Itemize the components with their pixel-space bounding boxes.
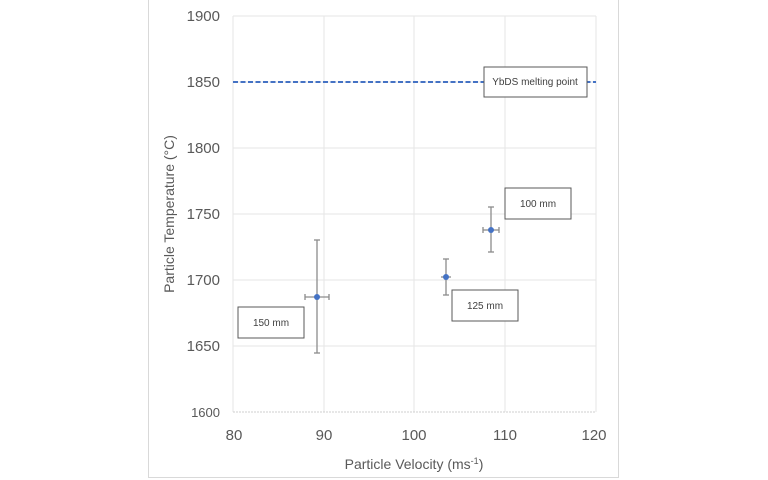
label-100mm: 100 mm [520, 199, 556, 210]
svg-text:120: 120 [581, 427, 606, 444]
point-125mm [443, 274, 449, 280]
svg-text:1600: 1600 [191, 405, 220, 420]
svg-text:1750: 1750 [187, 206, 220, 223]
svg-text:1800: 1800 [187, 140, 220, 157]
x-axis-title: Particle Velocity (ms-1) [345, 456, 484, 472]
svg-text:1700: 1700 [187, 272, 220, 289]
svg-text:1850: 1850 [187, 74, 220, 91]
melting-point-label: YbDS melting point [492, 77, 578, 88]
label-150mm: 150 mm [253, 318, 289, 329]
data-points [314, 227, 494, 300]
svg-text:110: 110 [493, 427, 517, 444]
svg-text:90: 90 [316, 427, 333, 444]
callout-150mm [237, 306, 305, 339]
x-tick-labels: 80 90 100 110 120 [226, 427, 607, 444]
svg-text:1900: 1900 [187, 8, 220, 25]
y-tick-labels: 1900 1850 1800 1750 1700 1650 1600 [187, 8, 220, 420]
label-125mm: 125 mm [467, 301, 503, 312]
svg-text:1650: 1650 [187, 338, 220, 355]
y-axis-title: Particle Temperature (°C) [161, 135, 177, 293]
point-150mm [314, 294, 320, 300]
svg-text:100: 100 [401, 427, 426, 444]
callout-100mm [504, 187, 572, 220]
callout-125mm [451, 289, 519, 322]
svg-text:80: 80 [226, 427, 243, 444]
point-100mm [488, 227, 494, 233]
melting-point-callout [483, 66, 588, 98]
